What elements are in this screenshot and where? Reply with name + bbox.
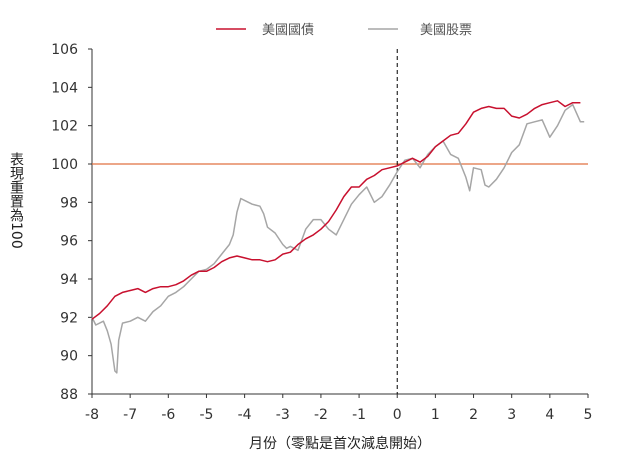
x-tick-label: 1	[431, 407, 440, 423]
x-tick-label: 2	[469, 407, 478, 423]
y-tick-label: 100	[51, 157, 78, 173]
y-tick-label: 90	[60, 349, 78, 365]
series-line-us-treasuries	[91, 100, 581, 320]
x-tick-label: 3	[507, 407, 516, 423]
series-line-us-equities	[91, 103, 585, 374]
y-tick-label: 106	[51, 42, 78, 58]
legend-label-us-treasuries: 美國國債	[262, 23, 314, 38]
x-tick-label: 0	[393, 407, 402, 423]
x-tick-label: 4	[545, 407, 554, 423]
x-tick-label: -4	[238, 407, 252, 423]
y-tick-label: 88	[60, 387, 78, 403]
y-tick-label: 104	[51, 80, 78, 96]
x-tick-label: 5	[584, 407, 593, 423]
x-tick-label: -6	[161, 407, 175, 423]
x-tick-label: -7	[123, 407, 137, 423]
legend-label-us-equities: 美國股票	[420, 23, 472, 38]
x-tick-label: -5	[199, 407, 213, 423]
y-tick-label: 98	[60, 195, 78, 211]
x-tick-label: -1	[352, 407, 366, 423]
x-tick-label: -2	[314, 407, 328, 423]
y-tick-label: 94	[60, 272, 78, 288]
y-tick-label: 92	[60, 310, 78, 326]
y-tick-label: 96	[60, 234, 78, 250]
x-tick-label: -3	[276, 407, 290, 423]
y-axis-title: 表現重置為100	[8, 152, 24, 249]
x-tick-label: -8	[85, 407, 99, 423]
y-tick-label: 102	[51, 119, 78, 135]
x-axis-title: 月份（零點是首次減息開始）	[249, 435, 431, 452]
legend: 美國國債 美國股票	[216, 23, 472, 38]
